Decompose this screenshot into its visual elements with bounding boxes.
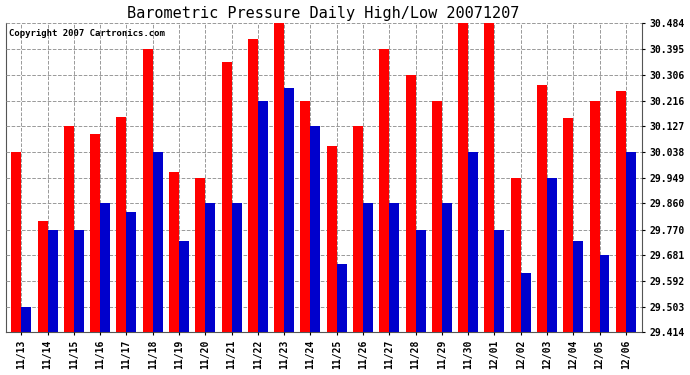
Bar xyxy=(169,172,179,332)
Bar xyxy=(274,23,284,332)
Bar xyxy=(458,23,468,332)
Bar xyxy=(248,39,258,332)
Bar xyxy=(537,85,547,332)
Bar xyxy=(310,126,320,332)
Bar xyxy=(442,204,452,332)
Bar xyxy=(353,126,363,332)
Bar xyxy=(326,146,337,332)
Bar xyxy=(589,100,600,332)
Bar xyxy=(221,62,232,332)
Bar xyxy=(415,230,426,332)
Bar xyxy=(258,100,268,332)
Bar xyxy=(38,221,48,332)
Bar xyxy=(64,126,74,332)
Bar xyxy=(195,178,206,332)
Bar xyxy=(573,241,583,332)
Bar xyxy=(563,118,573,332)
Bar xyxy=(494,230,504,332)
Bar xyxy=(100,204,110,332)
Bar xyxy=(11,152,21,332)
Bar xyxy=(511,178,521,332)
Bar xyxy=(143,49,152,332)
Bar xyxy=(389,204,400,332)
Bar xyxy=(626,152,635,332)
Bar xyxy=(300,100,310,332)
Bar xyxy=(206,204,215,332)
Text: Copyright 2007 Cartronics.com: Copyright 2007 Cartronics.com xyxy=(9,29,165,38)
Title: Barometric Pressure Daily High/Low 20071207: Barometric Pressure Daily High/Low 20071… xyxy=(128,6,520,21)
Bar xyxy=(600,255,609,332)
Bar xyxy=(406,75,415,332)
Bar xyxy=(484,23,494,332)
Bar xyxy=(284,88,294,332)
Bar xyxy=(152,152,163,332)
Bar xyxy=(21,307,31,332)
Bar xyxy=(521,273,531,332)
Bar xyxy=(547,178,557,332)
Bar xyxy=(126,212,137,332)
Bar xyxy=(337,264,346,332)
Bar xyxy=(380,49,389,332)
Bar xyxy=(432,100,442,332)
Bar xyxy=(90,134,100,332)
Bar xyxy=(179,241,189,332)
Bar xyxy=(232,204,241,332)
Bar xyxy=(615,91,626,332)
Bar xyxy=(74,230,84,332)
Bar xyxy=(48,230,57,332)
Bar xyxy=(363,204,373,332)
Bar xyxy=(468,152,478,332)
Bar xyxy=(117,117,126,332)
